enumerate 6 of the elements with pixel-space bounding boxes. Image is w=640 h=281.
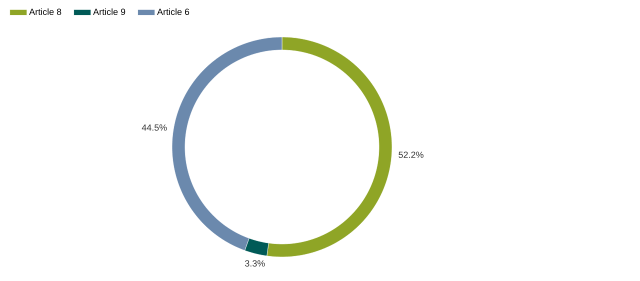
legend-label: Article 9 [93,8,126,16]
legend-label: Article 8 [29,8,62,16]
data-label: 44.5% [142,124,167,131]
data-label: 52.2% [398,152,424,158]
data-label: 3.3% [245,260,265,267]
legend-label: Article 6 [157,8,190,16]
